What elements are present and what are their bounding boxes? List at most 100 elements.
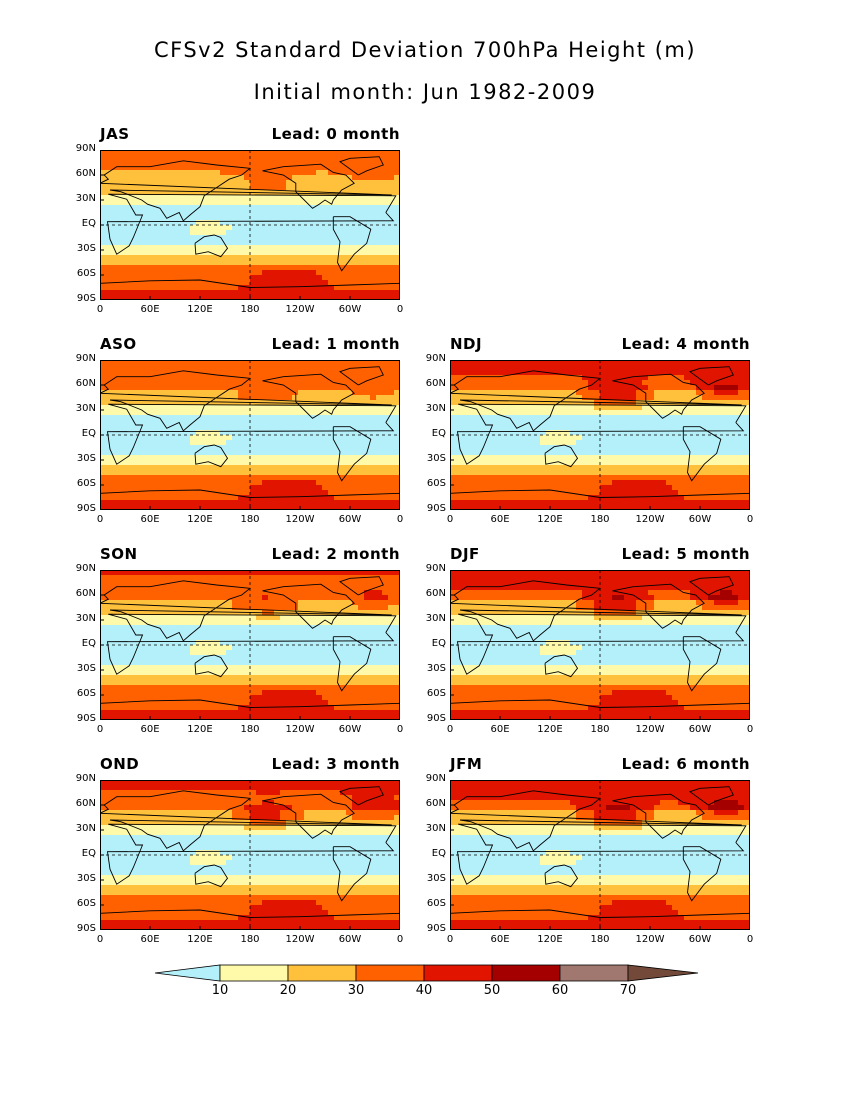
x-tick-label: 120W xyxy=(285,934,315,945)
y-tick-label: 90S xyxy=(426,713,446,724)
y-tick-label: EQ xyxy=(81,638,96,649)
x-tick-label: 180 xyxy=(590,934,610,945)
y-tick-label: 60N xyxy=(75,798,96,809)
y-tick-label: 90N xyxy=(75,143,96,154)
coastline xyxy=(544,864,579,888)
map-panel-aso xyxy=(100,360,400,510)
x-tick-label: 120W xyxy=(635,724,665,735)
y-tick-label: EQ xyxy=(431,428,446,439)
x-tick-label: 0 xyxy=(396,304,404,315)
colorbar-level-label: 20 xyxy=(279,983,297,998)
x-tick-label: 60W xyxy=(688,724,712,735)
coastline xyxy=(100,489,400,498)
y-tick-label: 60S xyxy=(76,478,96,489)
coastline xyxy=(100,370,392,432)
coastline xyxy=(612,583,705,629)
y-tick-label: 60S xyxy=(426,898,446,909)
y-tick-label: 30N xyxy=(425,823,446,834)
page-title: CFSv2 Standard Deviation 700hPa Height (… xyxy=(153,38,697,62)
x-tick-label: 120E xyxy=(187,934,213,945)
x-tick-label: 60E xyxy=(140,514,160,525)
y-tick-label: 90S xyxy=(76,293,96,304)
x-tick-label: 180 xyxy=(240,514,260,525)
panel-season-label: ASO xyxy=(100,335,137,353)
coastline xyxy=(194,234,229,258)
coastline xyxy=(544,444,579,468)
y-tick-label: 90N xyxy=(425,353,446,364)
panel-season-label: NDJ xyxy=(450,335,483,353)
coastline xyxy=(339,576,384,596)
x-tick-label: 120W xyxy=(285,724,315,735)
colorbar-segment xyxy=(423,964,493,982)
coastline xyxy=(682,636,722,692)
coastline xyxy=(682,846,722,902)
map-panel-ond xyxy=(100,780,400,930)
x-tick-label: 0 xyxy=(396,514,404,525)
coastline xyxy=(194,654,229,678)
colorbar-level-label: 60 xyxy=(551,983,569,998)
x-tick-label: 0 xyxy=(746,724,754,735)
panel-lead-label: Lead: 1 month xyxy=(271,335,400,353)
coastline xyxy=(262,163,355,209)
coastline xyxy=(456,403,747,465)
coastline xyxy=(100,279,400,288)
map-panel-djf xyxy=(450,570,750,720)
y-tick-label: 30S xyxy=(426,663,446,674)
x-tick-label: 0 xyxy=(396,724,404,735)
x-tick-label: 0 xyxy=(396,934,404,945)
x-tick-label: 60W xyxy=(688,934,712,945)
coastline xyxy=(100,790,392,852)
x-tick-label: 120E xyxy=(187,514,213,525)
coastline xyxy=(450,489,750,498)
x-tick-label: 180 xyxy=(240,304,260,315)
x-tick-label: 180 xyxy=(240,934,260,945)
coastline xyxy=(450,580,742,642)
x-tick-label: 60E xyxy=(490,934,510,945)
coastline xyxy=(262,583,355,629)
colorbar xyxy=(154,964,699,982)
panel-lead-label: Lead: 3 month xyxy=(271,755,400,773)
x-tick-label: 60W xyxy=(338,304,362,315)
coastline xyxy=(689,576,734,596)
y-tick-label: 30S xyxy=(426,873,446,884)
coastline xyxy=(100,909,400,918)
map-panel-jfm xyxy=(450,780,750,930)
coastline xyxy=(100,699,400,708)
x-tick-label: 120W xyxy=(285,304,315,315)
coastline xyxy=(106,823,397,885)
panel-lead-label: Lead: 2 month xyxy=(271,545,400,563)
y-tick-label: 30S xyxy=(426,453,446,464)
y-tick-label: 90S xyxy=(76,503,96,514)
x-tick-label: 120E xyxy=(187,304,213,315)
map-panel-ndj xyxy=(450,360,750,510)
x-tick-label: 60W xyxy=(688,514,712,525)
x-tick-label: 60E xyxy=(490,514,510,525)
y-tick-label: 60N xyxy=(425,588,446,599)
map-panel-jas xyxy=(100,150,400,300)
coastline xyxy=(332,426,372,482)
y-tick-label: 90N xyxy=(75,563,96,574)
x-tick-label: 60E xyxy=(140,724,160,735)
colorbar-segment xyxy=(559,964,629,982)
y-tick-label: 30S xyxy=(76,663,96,674)
colorbar-level-label: 30 xyxy=(347,983,365,998)
y-tick-label: 60N xyxy=(425,798,446,809)
colorbar-segment xyxy=(355,964,425,982)
coastline xyxy=(339,786,384,806)
y-tick-label: 30N xyxy=(425,613,446,624)
y-tick-label: 60N xyxy=(75,588,96,599)
y-tick-label: 90N xyxy=(425,563,446,574)
y-tick-label: 90N xyxy=(425,773,446,784)
coastline xyxy=(106,193,397,255)
y-tick-label: 90S xyxy=(426,503,446,514)
coastline xyxy=(689,786,734,806)
panel-season-label: JAS xyxy=(100,125,130,143)
panel-season-label: SON xyxy=(100,545,138,563)
x-tick-label: 120W xyxy=(635,934,665,945)
coastline xyxy=(262,373,355,419)
x-tick-label: 60W xyxy=(338,934,362,945)
colorbar-segment xyxy=(219,964,289,982)
x-tick-label: 0 xyxy=(96,514,104,525)
colorbar-level-label: 10 xyxy=(211,983,229,998)
y-tick-label: 90S xyxy=(76,713,96,724)
